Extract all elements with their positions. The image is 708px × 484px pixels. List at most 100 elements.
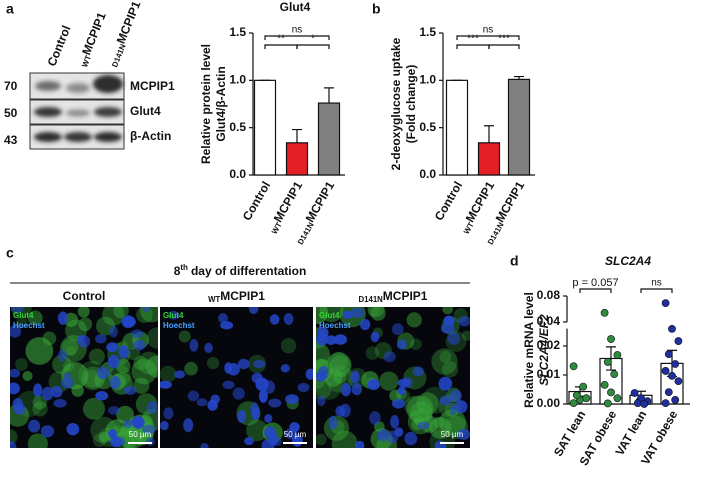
glut4-signal xyxy=(66,346,77,357)
label: Control xyxy=(432,179,465,223)
channel-label: Glut4 xyxy=(163,311,184,320)
nucleus xyxy=(57,311,68,325)
band xyxy=(35,81,61,91)
label-text: Control xyxy=(240,179,273,223)
nucleus xyxy=(351,307,365,319)
data-point xyxy=(633,399,642,408)
panel-letter: a xyxy=(6,1,14,17)
y-axis-title: Relative protein level xyxy=(199,44,213,164)
nucleus xyxy=(250,402,260,416)
panel-letter: b xyxy=(372,1,381,17)
data-point xyxy=(661,399,670,408)
label-text: Control xyxy=(432,179,465,223)
nucleus xyxy=(305,368,313,380)
glut4-signal xyxy=(178,330,191,343)
glut4-signal xyxy=(421,386,449,414)
nucleus xyxy=(200,442,209,448)
glut4-signal xyxy=(439,350,452,363)
channel-label: Hoechst xyxy=(319,321,351,330)
data-point xyxy=(579,382,588,391)
nucleus xyxy=(342,310,353,320)
nucleus xyxy=(13,404,26,415)
nucleus xyxy=(187,390,200,402)
nucleus xyxy=(109,375,121,390)
data-point xyxy=(613,394,622,403)
nucleus xyxy=(325,335,338,345)
data-point xyxy=(668,371,676,380)
bar xyxy=(445,79,469,176)
bar xyxy=(477,142,501,176)
glut4-signal xyxy=(27,310,43,326)
glut4-signal xyxy=(246,419,268,442)
title-number: 8 xyxy=(174,264,181,278)
nucleus xyxy=(318,365,329,380)
marker-label: 43 xyxy=(4,133,18,147)
nucleus xyxy=(51,385,63,398)
nucleus xyxy=(141,307,151,313)
glut4-signal xyxy=(146,355,158,378)
glut4-signal xyxy=(406,395,434,423)
nucleus xyxy=(339,403,351,418)
nucleus xyxy=(108,406,120,415)
chart: SLC2A4 Relative mRNA level SLC2A4/EF2 0.00 0… xyxy=(522,254,690,468)
y-tick-label: 1.0 xyxy=(229,73,246,87)
nucleus xyxy=(449,404,458,416)
nucleus xyxy=(10,325,22,338)
glut4-signal xyxy=(439,408,467,437)
nucleus xyxy=(289,422,300,433)
title-sup: th xyxy=(180,263,188,272)
data-point xyxy=(668,324,676,333)
data-point xyxy=(572,391,581,400)
nucleus xyxy=(133,416,143,428)
label: WTMCPIP1 xyxy=(75,10,110,69)
nucleus xyxy=(60,377,74,389)
nucleus xyxy=(222,380,235,390)
nucleus xyxy=(255,377,269,391)
glut4-signal xyxy=(141,408,158,431)
band xyxy=(94,132,122,142)
data-point xyxy=(610,370,619,379)
nucleus xyxy=(351,383,363,396)
glut4-signal xyxy=(78,317,93,332)
nucleus xyxy=(350,370,360,384)
nucleus xyxy=(142,424,157,435)
label-text: MCPIP1 xyxy=(114,0,144,46)
nucleus xyxy=(386,430,399,444)
nucleus xyxy=(355,440,365,448)
y-axis-title: 2-deoxyglucose uptake xyxy=(389,37,403,170)
nucleus xyxy=(439,395,452,406)
nucleus xyxy=(258,389,268,403)
nucleus xyxy=(204,342,213,353)
y-tick-label: 0.5 xyxy=(419,120,436,134)
nucleus xyxy=(108,428,118,439)
data-point xyxy=(600,380,609,389)
error-bar xyxy=(514,75,524,80)
nucleus xyxy=(268,432,278,446)
nucleus xyxy=(438,376,453,391)
glut4-signal xyxy=(324,368,343,387)
label-text: Control xyxy=(63,289,106,303)
channel-label: Glut4 xyxy=(319,311,340,320)
nucleus xyxy=(110,435,122,448)
title-rest: day of differentation xyxy=(191,264,306,278)
nucleus xyxy=(457,428,470,440)
glut4-signal xyxy=(367,307,380,317)
chart-title: Glut4 xyxy=(280,0,311,14)
y-axis-title: SLC2A4/EF2 xyxy=(537,314,551,386)
nucleus xyxy=(123,419,132,429)
scale-bar-label: 50 µm xyxy=(284,430,307,439)
data-point xyxy=(630,389,639,397)
nucleus xyxy=(40,425,55,438)
error-bar xyxy=(606,346,616,371)
error-bar xyxy=(484,125,494,143)
glut4-signal xyxy=(32,401,48,417)
label-text: MCPIP1 xyxy=(303,179,338,225)
nucleus xyxy=(189,339,199,352)
significance-label: *** xyxy=(498,34,510,45)
panel-letter: d xyxy=(510,253,519,269)
band xyxy=(34,107,62,117)
nucleus xyxy=(404,431,418,446)
glut4-signal xyxy=(442,307,454,315)
